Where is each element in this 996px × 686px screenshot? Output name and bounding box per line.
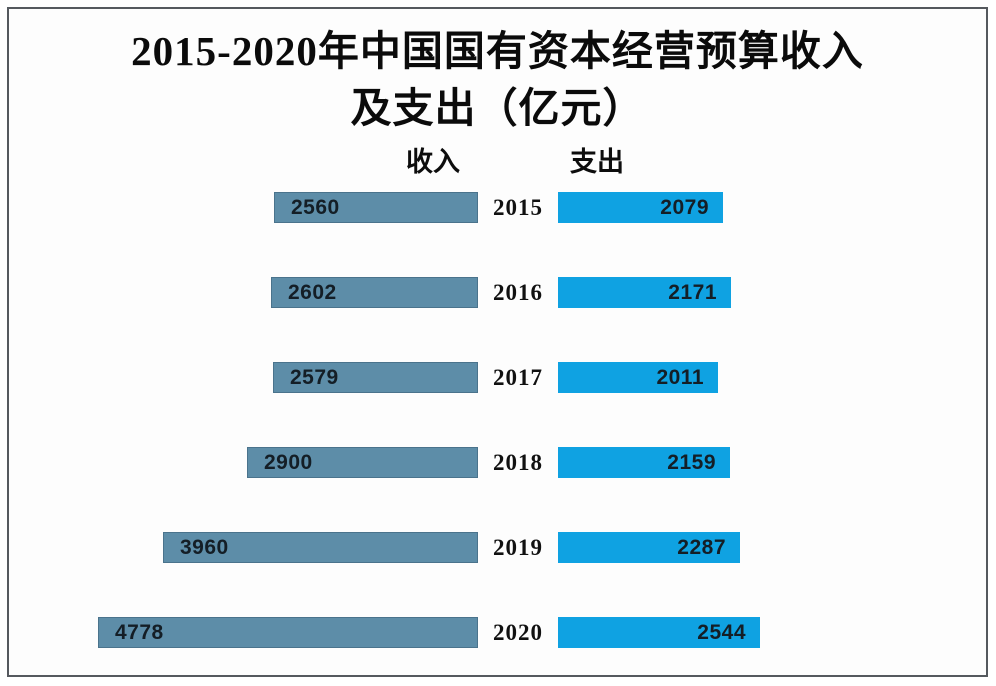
chart-title-line2: 及支出（亿元）: [350, 85, 645, 131]
expenditure-value-label: 2159: [667, 450, 716, 474]
chart-row: 3960 2019 2287: [9, 532, 986, 563]
income-bar: 2560: [274, 192, 478, 223]
income-value-label: 2900: [264, 450, 313, 474]
income-bar: 2900: [247, 447, 478, 478]
year-label: 2018: [493, 450, 543, 475]
income-value-label: 4778: [115, 620, 164, 644]
year-label: 2017: [493, 365, 543, 390]
income-value-label: 3960: [180, 535, 229, 559]
expenditure-bar: 2159: [558, 447, 730, 478]
chart-row: 2900 2018 2159: [9, 447, 986, 478]
chart-row: 2602 2016 2171: [9, 277, 986, 308]
expenditure-value-label: 2171: [668, 280, 717, 304]
income-bar: 4778: [98, 617, 478, 648]
year-label: 2020: [493, 620, 543, 645]
chart-row: 2560 2015 2079: [9, 192, 986, 223]
expenditure-value-label: 2287: [677, 535, 726, 559]
chart-title: 2015-2020年中国国有资本经营预算收入 及支出（亿元）: [9, 23, 986, 137]
expenditure-bar: 2079: [558, 192, 723, 223]
expenditure-value-label: 2544: [697, 620, 746, 644]
expenditure-bar: 2011: [558, 362, 718, 393]
expenditure-bar: 2171: [558, 277, 731, 308]
income-bar: 2602: [271, 277, 478, 308]
year-label: 2016: [493, 280, 543, 305]
year-label: 2019: [493, 535, 543, 560]
income-value-label: 2560: [291, 195, 340, 219]
expenditure-value-label: 2079: [660, 195, 709, 219]
chart-title-line1: 2015-2020年中国国有资本经营预算收入: [131, 28, 864, 74]
income-column-header: 收入: [406, 147, 460, 177]
expenditure-column-header: 支出: [570, 147, 624, 177]
chart-frame: 2015-2020年中国国有资本经营预算收入 及支出（亿元） 收入 支出 256…: [7, 7, 988, 677]
income-value-label: 2579: [290, 365, 339, 389]
expenditure-value-label: 2011: [656, 365, 704, 389]
income-value-label: 2602: [288, 280, 337, 304]
chart-row: 2579 2017 2011: [9, 362, 986, 393]
chart-row: 4778 2020 2544: [9, 617, 986, 648]
year-label: 2015: [493, 195, 543, 220]
expenditure-bar: 2287: [558, 532, 740, 563]
income-bar: 2579: [273, 362, 478, 393]
expenditure-bar: 2544: [558, 617, 760, 648]
income-bar: 3960: [163, 532, 478, 563]
